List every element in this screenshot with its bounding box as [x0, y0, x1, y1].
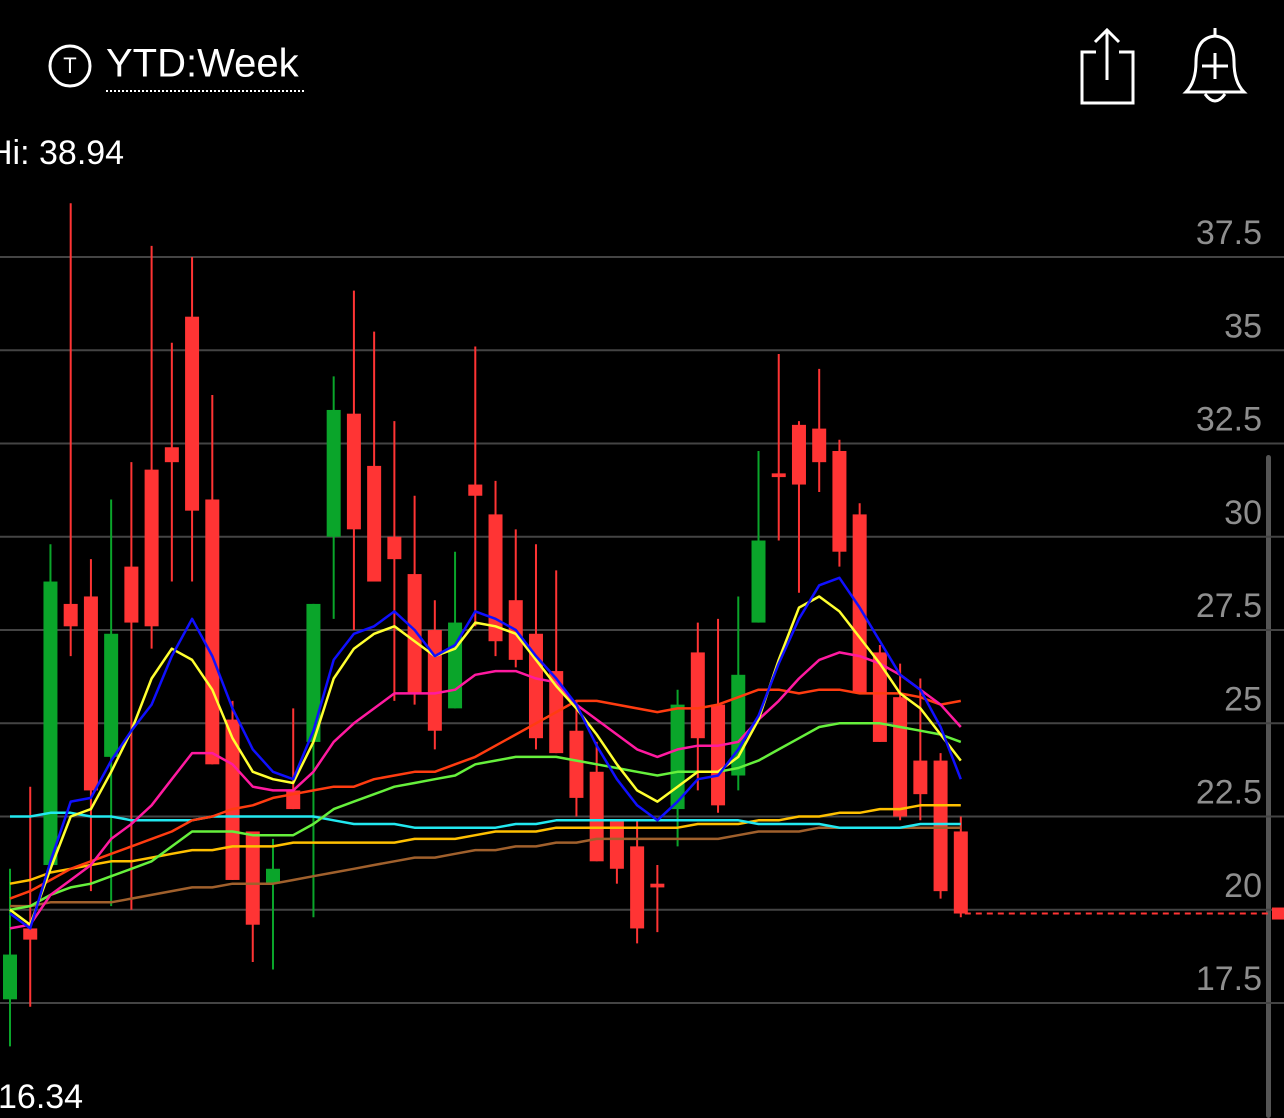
candle-body: [812, 428, 827, 463]
timeframe-icon[interactable]: [48, 44, 92, 88]
timeframe-title[interactable]: YTD:Week: [106, 42, 300, 86]
candle-body: [569, 730, 584, 798]
y-tick-label: 32.5: [1196, 401, 1262, 439]
candle-body: [852, 514, 867, 694]
high-label: Hi: 38.94: [0, 134, 124, 172]
candle-body: [711, 704, 726, 806]
moving-average-line: [9, 576, 962, 930]
candle-body: [407, 574, 422, 694]
candle-body: [771, 473, 786, 478]
share-box: [1080, 50, 1135, 105]
candle-body: [23, 928, 38, 940]
candle-body: [245, 831, 260, 925]
moving-average-line: [10, 826, 961, 908]
share-button[interactable]: [1080, 27, 1135, 105]
candle-body: [367, 465, 382, 582]
y-tick-label: 20: [1224, 867, 1262, 905]
candle-body: [124, 566, 139, 623]
candle-body: [185, 316, 200, 511]
candle-body: [832, 450, 847, 552]
candle-body: [225, 719, 240, 880]
y-tick-label: 27.5: [1196, 587, 1262, 625]
candle-body: [589, 771, 604, 862]
candle-body: [609, 820, 624, 869]
candle-body: [488, 514, 503, 642]
moving-average-line: [9, 722, 962, 912]
candle-body: [427, 630, 442, 731]
candle-body: [387, 536, 402, 560]
moving-average-line: [9, 651, 962, 930]
candle-body: [346, 413, 361, 530]
y-tick-label: 22.5: [1196, 774, 1262, 812]
candle-body: [43, 581, 58, 866]
candle-body: [630, 846, 645, 929]
alert-button[interactable]: [1182, 28, 1248, 103]
y-tick-label: 25: [1224, 680, 1262, 718]
candle-body: [893, 697, 908, 817]
candle-body: [468, 484, 483, 496]
candle-body: [205, 499, 220, 765]
y-tick-label: 30: [1224, 494, 1262, 532]
candle-body: [144, 469, 159, 627]
candle-body: [306, 603, 321, 742]
y-tick-label: 35: [1224, 307, 1262, 345]
moving-average-line: [9, 595, 962, 926]
candle-body: [690, 652, 705, 739]
candle-body: [953, 831, 968, 914]
last-price-marker: [1272, 907, 1284, 920]
candle-body: [164, 447, 179, 463]
candle-body: [933, 760, 948, 892]
candle-body: [913, 760, 928, 795]
candle-body: [872, 652, 887, 742]
candle-body: [265, 868, 280, 884]
candle-body: [63, 603, 78, 627]
share-arrow: [1093, 27, 1121, 80]
timeframe-icon-letter: T: [63, 53, 76, 78]
candle-body: [3, 954, 17, 1000]
candle-body: [791, 424, 806, 485]
candle-body: [104, 633, 119, 757]
moving-average-line: [10, 811, 961, 829]
y-tick-label: 37.5: [1196, 214, 1262, 252]
candle-body: [751, 540, 766, 623]
candle-body: [326, 409, 341, 537]
bell-clapper: [1203, 93, 1227, 103]
candle-body: [83, 596, 98, 791]
bell-plus: [1202, 53, 1228, 79]
low-label: 16.34: [0, 1078, 83, 1116]
moving-average-line: [9, 688, 962, 900]
y-tick-label: 17.5: [1196, 960, 1262, 998]
moving-average-line: [9, 804, 961, 885]
bell: [1182, 28, 1248, 94]
candle-body: [670, 704, 685, 810]
candle-body: [650, 883, 665, 888]
scrollbar[interactable]: [1266, 455, 1271, 1118]
